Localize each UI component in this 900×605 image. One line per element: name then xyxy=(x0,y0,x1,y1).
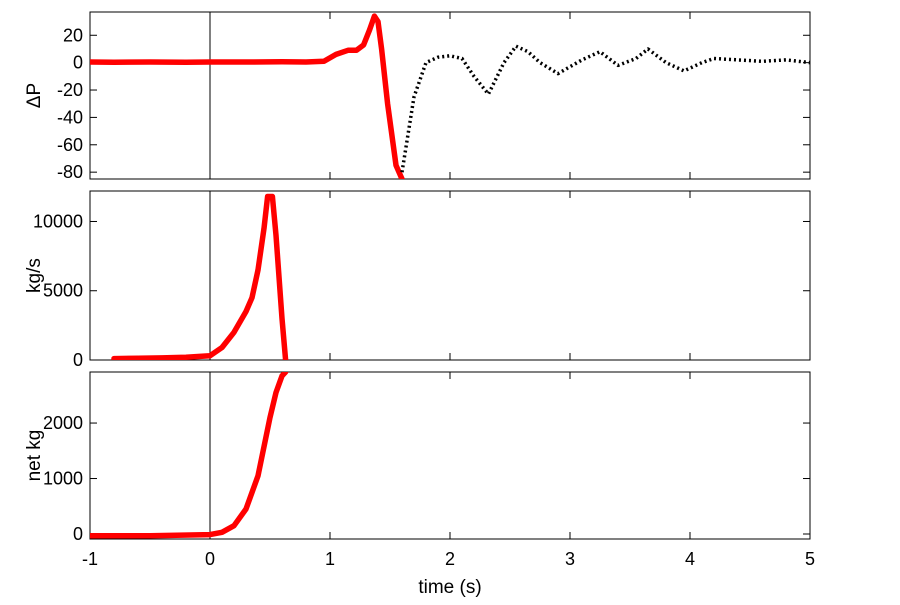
panel-1-y-tick-label: -60 xyxy=(57,135,83,155)
x-tick-label: -1 xyxy=(82,549,98,569)
panel-1-y-tick-label: 0 xyxy=(73,53,83,73)
panel-1-y-tick-label: -80 xyxy=(57,162,83,182)
panel-2-y-tick-label: 5000 xyxy=(43,281,83,301)
panels: 200-20-40-60-80ΔP0500010000kg/s010002000… xyxy=(24,11,815,569)
panel-2-y-tick-label: 0 xyxy=(73,350,83,370)
panel-2-series-group xyxy=(111,193,289,360)
x-tick-label: 3 xyxy=(565,549,575,569)
panel-1-series-2-line xyxy=(400,44,810,173)
panel-2-series-1-line xyxy=(111,193,289,360)
panel-3-series-1-line xyxy=(90,372,289,539)
panel-3-axes-box xyxy=(89,371,811,540)
panel-2: 0 5000 10000 kg/s xyxy=(24,190,811,370)
panel-2-y-axis-label: kg/s xyxy=(24,258,45,293)
panel-3-series-group xyxy=(90,372,289,539)
panel-2-y-tick-label: 10000 xyxy=(33,211,83,231)
panel-3-y-tick-label: 2000 xyxy=(43,413,83,433)
panel-1: 20 0 -20 -40 -60 -80 ΔP xyxy=(24,11,811,182)
panel-3-y-tick-label: 1000 xyxy=(43,469,83,489)
panel-1-series-1-line xyxy=(90,13,405,179)
panel-1-axes-box xyxy=(89,11,811,180)
panel-1-y-tick-label: -40 xyxy=(57,107,83,127)
panel-1-y-tick-label: 20 xyxy=(63,25,83,45)
x-tick-label: 0 xyxy=(205,549,215,569)
x-tick-label: 1 xyxy=(325,549,335,569)
x-tick-label: 5 xyxy=(805,549,815,569)
panel-1-y-axis-label: ΔP xyxy=(24,83,45,108)
x-axis-label: time (s) xyxy=(418,577,481,598)
x-tick-label: 2 xyxy=(445,549,455,569)
x-tick-label: 4 xyxy=(685,549,695,569)
panel-3-y-axis-label: net kg xyxy=(24,430,45,482)
panel-2-axes-box xyxy=(89,190,811,361)
panel-1-series-group xyxy=(90,13,810,179)
panel-1-y-tick-label: -20 xyxy=(57,80,83,100)
panel-3-y-tick-label: 0 xyxy=(73,524,83,544)
